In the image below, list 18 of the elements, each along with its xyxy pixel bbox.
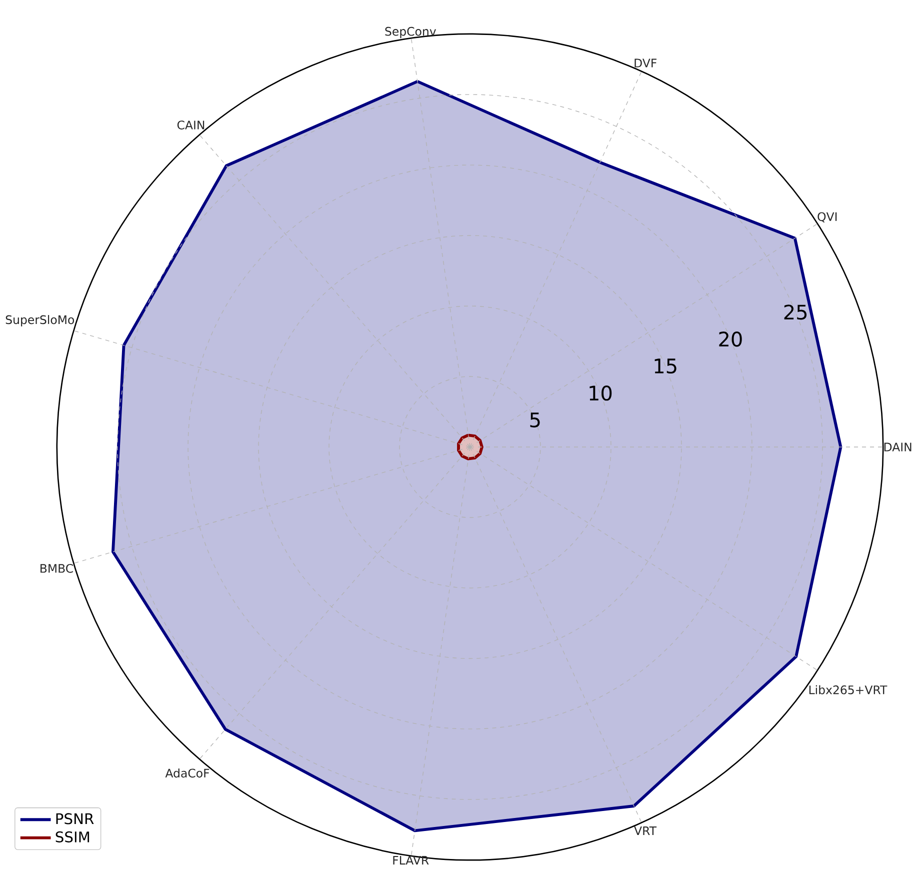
legend-label: SSIM xyxy=(56,831,90,842)
y-tick-label: 15 xyxy=(654,358,676,374)
spoke-label: VRT xyxy=(634,826,657,836)
legend-label: PSNR xyxy=(56,813,94,824)
spoke-label: Libx265+VRT xyxy=(809,685,888,694)
spoke-label: AdaCoF xyxy=(165,768,210,778)
spoke-label: BMBC xyxy=(40,564,73,573)
y-tick-label: 20 xyxy=(719,332,742,347)
spoke-label: SepConv xyxy=(385,26,436,38)
y-tick-label: 10 xyxy=(590,385,612,401)
spoke-label: SuperSloMo xyxy=(6,315,74,326)
spoke-label: QVI xyxy=(818,212,837,222)
spoke-label: DAIN xyxy=(884,442,912,452)
y-tick-label: 5 xyxy=(530,412,540,428)
spoke-label: DVF xyxy=(634,58,656,68)
y-tick-label: 25 xyxy=(784,304,807,320)
spoke-label: CAIN xyxy=(177,120,204,130)
spoke-label: FLAVR xyxy=(393,856,429,865)
